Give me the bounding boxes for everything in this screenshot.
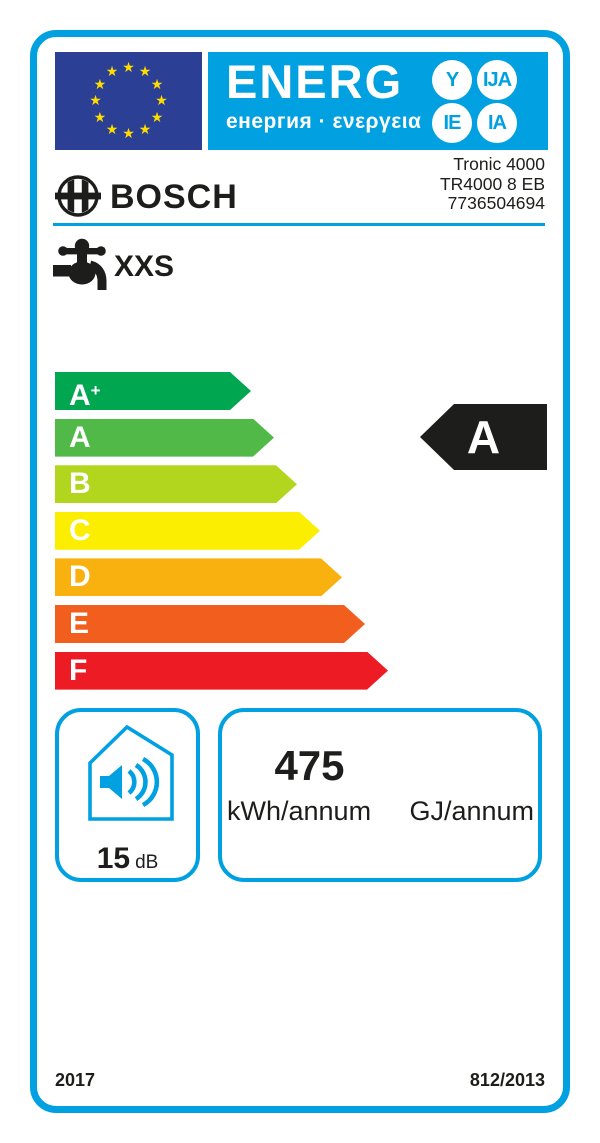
eu-star-icon: ★ bbox=[105, 120, 119, 137]
regulation-number: 812/2013 bbox=[469, 1070, 545, 1090]
eu-star-icon: ★ bbox=[93, 108, 107, 125]
eu-star-icon: ★ bbox=[155, 92, 168, 108]
product-number: 7736504694 bbox=[447, 193, 545, 213]
scale-letter: C bbox=[69, 513, 91, 547]
eu-star-icon: ★ bbox=[122, 125, 135, 141]
unit-gj-annum: GJ/annum bbox=[409, 796, 534, 826]
scale-arrow-d: D bbox=[55, 558, 342, 596]
efficiency-scale: A+ A B C D E F bbox=[55, 372, 395, 692]
sound-db-unit: dB bbox=[135, 852, 159, 873]
eu-star-icon: ★ bbox=[89, 92, 102, 108]
load-profile-label: XXS bbox=[114, 250, 175, 283]
product-model-info: Tronic 4000 TR4000 8 EB 7736504694 bbox=[439, 154, 545, 214]
scale-letter: E bbox=[69, 607, 90, 640]
energ-subtitle: енергия · ενεργεια bbox=[226, 110, 422, 133]
scale-arrow-c: C bbox=[55, 512, 320, 550]
tap-icon bbox=[53, 238, 107, 290]
eu-flag: ★ ★ ★ ★ ★ ★ ★ ★ ★ ★ ★ ★ bbox=[55, 52, 202, 150]
header-separator bbox=[53, 223, 545, 226]
rating-letter: A bbox=[466, 411, 501, 463]
energ-suffix-ija: IJA bbox=[477, 60, 517, 100]
energ-banner: ENERG енергия · ενεργεια Y IJA IE IA bbox=[208, 52, 548, 150]
scale-letter: A bbox=[69, 420, 91, 454]
rating-indicator: A bbox=[420, 404, 547, 470]
annual-consumption-value: 475 bbox=[274, 742, 345, 789]
scale-arrow-e: E bbox=[55, 605, 365, 643]
label-year: 2017 bbox=[55, 1070, 96, 1090]
energ-suffix-ia: IA bbox=[477, 103, 517, 143]
sound-house-icon bbox=[88, 724, 174, 821]
energ-title: ENERG bbox=[226, 55, 404, 108]
scale-letter: D bbox=[69, 560, 91, 594]
energy-consumption-box: 475 kWh/annum GJ/annum bbox=[218, 708, 542, 882]
sound-db-number: 15 bbox=[96, 842, 131, 875]
unit-kwh-annum: kWh/annum bbox=[227, 796, 372, 826]
product-model: TR4000 8 EB bbox=[439, 173, 545, 194]
eu-star-icon: ★ bbox=[93, 75, 107, 92]
eu-star-icon: ★ bbox=[150, 75, 164, 92]
scale-arrow-a-plus: A+ bbox=[55, 372, 251, 410]
eu-star-icon: ★ bbox=[150, 108, 164, 125]
sound-power-value: 15 dB bbox=[59, 842, 196, 876]
brand-name: BOSCH bbox=[110, 178, 238, 216]
eu-star-icon: ★ bbox=[138, 63, 152, 80]
scale-arrow-b: B bbox=[55, 465, 297, 503]
energ-suffix-ie: IE bbox=[432, 103, 472, 143]
scale-letter: B bbox=[69, 467, 91, 501]
scale-letter: A+ bbox=[69, 379, 101, 412]
eu-star-icon: ★ bbox=[138, 120, 152, 137]
eu-star-icon: ★ bbox=[105, 63, 119, 80]
scale-arrow-a: A bbox=[55, 419, 274, 457]
product-series: Tronic 4000 bbox=[453, 154, 545, 174]
annual-consumption-units: kWh/annum GJ/annum bbox=[227, 796, 534, 827]
eu-star-icon: ★ bbox=[122, 59, 135, 75]
bosch-logo-icon bbox=[55, 175, 101, 217]
scale-arrow-f: F bbox=[55, 652, 388, 690]
label-border bbox=[30, 30, 570, 1113]
scale-letter: F bbox=[69, 653, 88, 687]
energ-suffix-y: Y bbox=[432, 60, 472, 100]
sound-power-box: 15 dB bbox=[55, 708, 200, 882]
